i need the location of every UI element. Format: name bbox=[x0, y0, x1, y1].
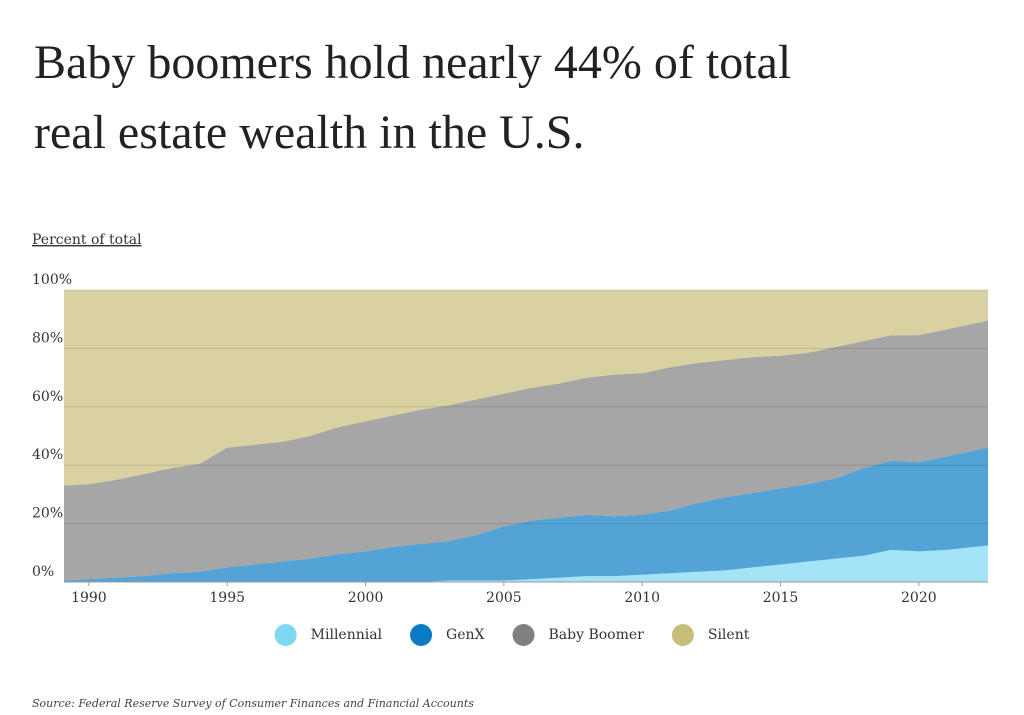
area bbox=[64, 447, 988, 582]
legend-label: Baby Boomer bbox=[549, 627, 645, 643]
legend-marker bbox=[512, 624, 535, 646]
x-tick-label: 2005 bbox=[486, 590, 522, 606]
chart-title: real estate wealth in the U.S. bbox=[34, 106, 584, 159]
legend-label: Millennial bbox=[311, 627, 383, 643]
chart-title: Baby boomers hold nearly 44% of total bbox=[34, 36, 791, 89]
legend-label: GenX bbox=[446, 627, 484, 643]
x-tick-label: 2020 bbox=[901, 590, 937, 606]
x-tick-label: 1995 bbox=[209, 590, 245, 606]
y-axis-label: Percent of total bbox=[32, 232, 142, 248]
area bbox=[64, 545, 988, 582]
x-tick-label: 2015 bbox=[763, 590, 799, 606]
y-tick-label: 40% bbox=[32, 447, 63, 463]
legend-marker bbox=[410, 624, 433, 646]
y-tick-label: 0% bbox=[32, 564, 54, 580]
source: Source: Federal Reserve Survey of Consum… bbox=[32, 697, 474, 710]
x-tick-label: 2000 bbox=[348, 590, 384, 606]
area bbox=[64, 290, 988, 486]
x-tick-label: 2010 bbox=[624, 590, 660, 606]
y-tick-label: 60% bbox=[32, 389, 63, 405]
y-tick-label: 20% bbox=[32, 506, 63, 522]
area bbox=[64, 320, 988, 581]
x-tick-label: 1990 bbox=[71, 590, 107, 606]
legend-marker bbox=[671, 624, 694, 646]
y-tick-label: 80% bbox=[32, 330, 63, 346]
y-tick-label: 100% bbox=[32, 272, 72, 288]
legend-label: Silent bbox=[708, 627, 750, 643]
legend-marker bbox=[274, 624, 297, 646]
